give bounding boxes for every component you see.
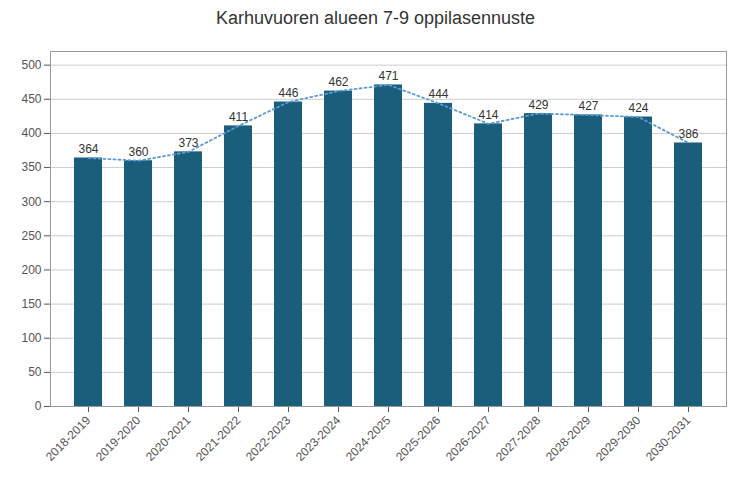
svg-text:373: 373 xyxy=(178,136,198,150)
svg-text:427: 427 xyxy=(578,99,598,113)
svg-text:414: 414 xyxy=(478,108,498,122)
svg-text:150: 150 xyxy=(21,297,41,311)
svg-text:2025-2026: 2025-2026 xyxy=(393,413,444,464)
svg-text:500: 500 xyxy=(21,58,41,72)
svg-text:446: 446 xyxy=(278,86,298,100)
svg-text:360: 360 xyxy=(128,145,148,159)
svg-text:0: 0 xyxy=(35,399,42,413)
svg-text:350: 350 xyxy=(21,160,41,174)
svg-text:2026-2027: 2026-2027 xyxy=(443,413,494,464)
svg-text:462: 462 xyxy=(328,75,348,89)
svg-text:2024-2025: 2024-2025 xyxy=(343,413,394,464)
svg-text:2018-2019: 2018-2019 xyxy=(43,413,94,464)
svg-text:2030-2031: 2030-2031 xyxy=(643,413,694,464)
svg-text:400: 400 xyxy=(21,126,41,140)
svg-text:50: 50 xyxy=(28,365,42,379)
svg-text:364: 364 xyxy=(78,142,98,156)
svg-text:424: 424 xyxy=(628,101,648,115)
svg-text:2020-2021: 2020-2021 xyxy=(143,413,194,464)
svg-text:444: 444 xyxy=(428,87,448,101)
svg-text:2023-2024: 2023-2024 xyxy=(293,413,344,464)
svg-text:2021-2022: 2021-2022 xyxy=(193,413,244,464)
svg-text:471: 471 xyxy=(378,69,398,83)
html-text:Karhuvuoren alueen 7-9 oppilas: Karhuvuoren alueen 7-9 oppilasennuste xyxy=(215,8,536,28)
svg-text:300: 300 xyxy=(21,195,41,209)
svg-text:2027-2028: 2027-2028 xyxy=(493,413,544,464)
svg-text:200: 200 xyxy=(21,263,41,277)
svg-text:100: 100 xyxy=(21,331,41,345)
svg-text:450: 450 xyxy=(21,92,41,106)
svg-text:2022-2023: 2022-2023 xyxy=(243,413,294,464)
svg-text:2029-2030: 2029-2030 xyxy=(593,413,644,464)
svg-text:386: 386 xyxy=(678,127,698,141)
svg-text:250: 250 xyxy=(21,229,41,243)
svg-text:429: 429 xyxy=(528,98,548,112)
svg-text:2019-2020: 2019-2020 xyxy=(93,413,144,464)
svg-text:2028-2029: 2028-2029 xyxy=(543,413,594,464)
svg-text:411: 411 xyxy=(229,110,248,124)
